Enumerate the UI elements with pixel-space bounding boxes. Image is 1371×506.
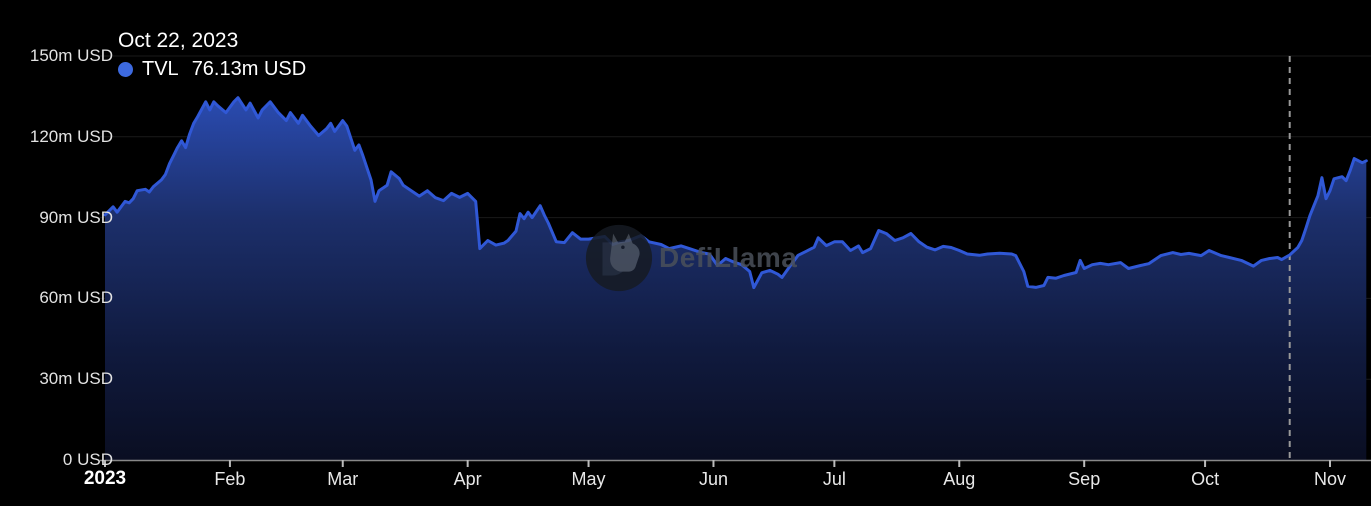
x-axis-label: Sep <box>1068 469 1101 489</box>
x-axis-label: Jul <box>822 469 846 489</box>
x-axis-label: Aug <box>943 469 976 489</box>
chart-tooltip: Oct 22, 2023 TVL 76.13m USD <box>118 28 306 81</box>
tvl-area-fill <box>105 97 1367 460</box>
y-axis-label: 120m USD <box>29 126 113 146</box>
y-axis-label: 0 USD <box>62 450 113 469</box>
x-axis-label: Feb <box>214 469 246 489</box>
tooltip-series-value: 76.13m USD <box>191 58 307 80</box>
y-axis-label: 30m USD <box>39 369 113 389</box>
y-axis-label: 60m USD <box>39 288 113 308</box>
y-axis-label: 90m USD <box>39 207 113 227</box>
x-axis-label: Oct <box>1191 469 1220 489</box>
x-axis-label: Nov <box>1313 469 1346 489</box>
tooltip-series-row: TVL 76.13m USD <box>118 58 306 81</box>
tooltip-series-label: TVL <box>142 58 179 80</box>
tooltip-date: Oct 22, 2023 <box>118 29 239 52</box>
x-axis-label: Jun <box>698 469 728 489</box>
tvl-series-dot <box>118 62 133 77</box>
y-axis-label: 150m USD <box>29 46 113 65</box>
x-axis-label: 2023 <box>83 468 127 489</box>
x-axis-label: Apr <box>453 469 482 489</box>
tvl-line <box>103 96 1368 290</box>
x-axis-label: May <box>571 469 606 489</box>
x-axis <box>100 459 1371 467</box>
x-axis-label: Mar <box>327 469 359 489</box>
